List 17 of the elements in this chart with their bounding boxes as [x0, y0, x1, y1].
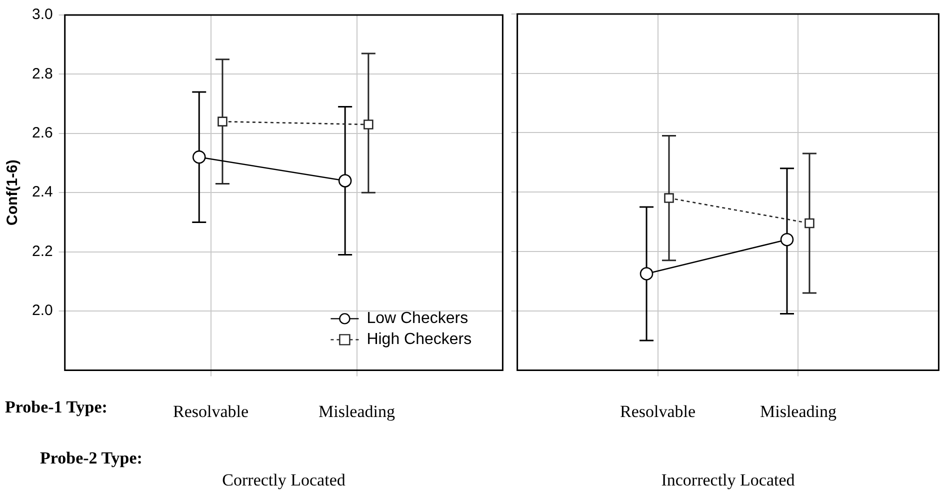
text: Probe-2 Type: — [40, 448, 142, 468]
x-tick-label: Misleading — [318, 402, 396, 421]
y-tick-label: 2.6 — [32, 124, 53, 142]
x-tick-label: Resolvable — [620, 402, 696, 421]
legend-label: High Checkers — [366, 331, 472, 348]
text: Probe-1 Type: — [5, 398, 108, 417]
legend-label: Low Checkers — [366, 310, 468, 328]
y-tick-label: 2.4 — [32, 184, 53, 201]
x-tick-label: Misleading — [760, 402, 837, 421]
y-tick-label: 3.0 — [32, 6, 53, 24]
y-axis-title: Conf(1-6) — [4, 160, 22, 226]
y-tick-label: 2.2 — [32, 242, 53, 260]
x-axis-title: Incorrectly Located — [661, 470, 796, 490]
x-axis-title: Correctly Located — [222, 470, 346, 490]
x-tick-label: Resolvable — [173, 402, 249, 421]
y-tick-label: 2.8 — [32, 65, 53, 82]
y-tick-label: 2.0 — [32, 302, 53, 320]
